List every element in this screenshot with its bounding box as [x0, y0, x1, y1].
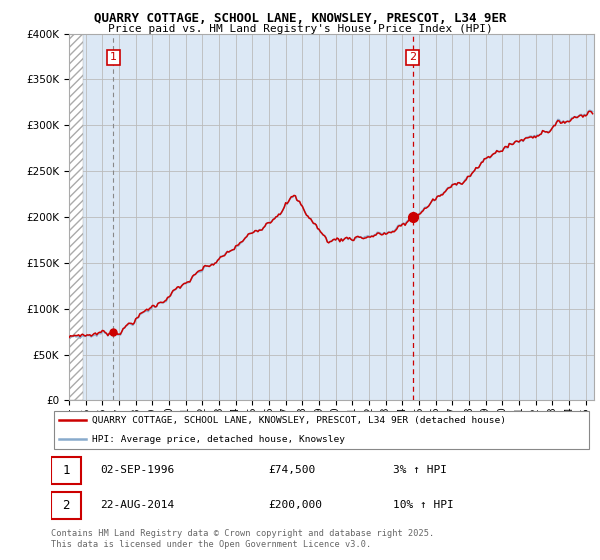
Text: QUARRY COTTAGE, SCHOOL LANE, KNOWSLEY, PRESCOT, L34 9ER: QUARRY COTTAGE, SCHOOL LANE, KNOWSLEY, P…: [94, 12, 506, 25]
Text: 1: 1: [110, 53, 117, 63]
Text: Price paid vs. HM Land Registry's House Price Index (HPI): Price paid vs. HM Land Registry's House …: [107, 24, 493, 34]
Text: 1: 1: [62, 464, 70, 477]
Text: QUARRY COTTAGE, SCHOOL LANE, KNOWSLEY, PRESCOT, L34 9ER (detached house): QUARRY COTTAGE, SCHOOL LANE, KNOWSLEY, P…: [92, 416, 506, 424]
Text: £74,500: £74,500: [268, 465, 316, 475]
Text: 02-SEP-1996: 02-SEP-1996: [100, 465, 174, 475]
Text: £200,000: £200,000: [268, 501, 322, 510]
Text: 2: 2: [409, 53, 416, 63]
Text: HPI: Average price, detached house, Knowsley: HPI: Average price, detached house, Know…: [92, 435, 345, 444]
Bar: [51, 492, 81, 519]
Bar: [51, 457, 81, 484]
Text: 22-AUG-2014: 22-AUG-2014: [100, 501, 174, 510]
Text: 10% ↑ HPI: 10% ↑ HPI: [393, 501, 454, 510]
Text: Contains HM Land Registry data © Crown copyright and database right 2025.
This d: Contains HM Land Registry data © Crown c…: [51, 529, 434, 549]
Text: 3% ↑ HPI: 3% ↑ HPI: [393, 465, 447, 475]
Text: 2: 2: [62, 499, 70, 512]
